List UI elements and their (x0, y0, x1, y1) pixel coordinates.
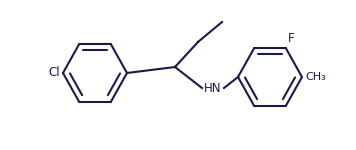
Text: HN: HN (204, 81, 222, 94)
Text: F: F (288, 32, 295, 45)
Text: CH₃: CH₃ (305, 72, 326, 82)
Text: Cl: Cl (48, 66, 60, 80)
